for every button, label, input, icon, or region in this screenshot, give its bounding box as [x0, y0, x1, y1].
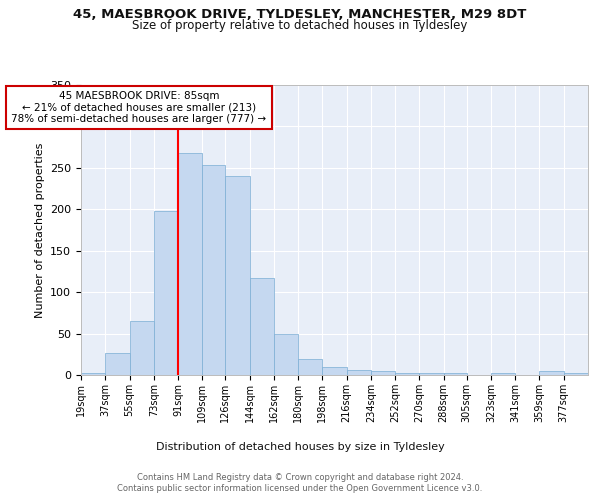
Bar [274, 334, 298, 375]
Text: 45 MAESBROOK DRIVE: 85sqm
← 21% of detached houses are smaller (213)
78% of semi: 45 MAESBROOK DRIVE: 85sqm ← 21% of detac… [11, 91, 266, 124]
Bar [154, 211, 178, 375]
Bar [395, 372, 419, 375]
Text: Contains public sector information licensed under the Open Government Licence v3: Contains public sector information licen… [118, 484, 482, 493]
Bar [564, 372, 588, 375]
Bar [81, 374, 105, 375]
Bar [250, 278, 274, 375]
Bar [178, 153, 202, 375]
Bar [298, 360, 322, 375]
Text: Distribution of detached houses by size in Tyldesley: Distribution of detached houses by size … [155, 442, 445, 452]
Text: Contains HM Land Registry data © Crown copyright and database right 2024.: Contains HM Land Registry data © Crown c… [137, 472, 463, 482]
Text: 45, MAESBROOK DRIVE, TYLDESLEY, MANCHESTER, M29 8DT: 45, MAESBROOK DRIVE, TYLDESLEY, MANCHEST… [73, 8, 527, 20]
Bar [202, 166, 225, 375]
Bar [491, 374, 515, 375]
Bar [225, 176, 250, 375]
Bar [347, 370, 371, 375]
Bar [322, 366, 347, 375]
Bar [419, 374, 444, 375]
Bar [130, 321, 154, 375]
Text: Size of property relative to detached houses in Tyldesley: Size of property relative to detached ho… [133, 19, 467, 32]
Bar [105, 352, 130, 375]
Bar [539, 371, 564, 375]
Y-axis label: Number of detached properties: Number of detached properties [35, 142, 44, 318]
Bar [371, 371, 395, 375]
Bar [444, 374, 467, 375]
